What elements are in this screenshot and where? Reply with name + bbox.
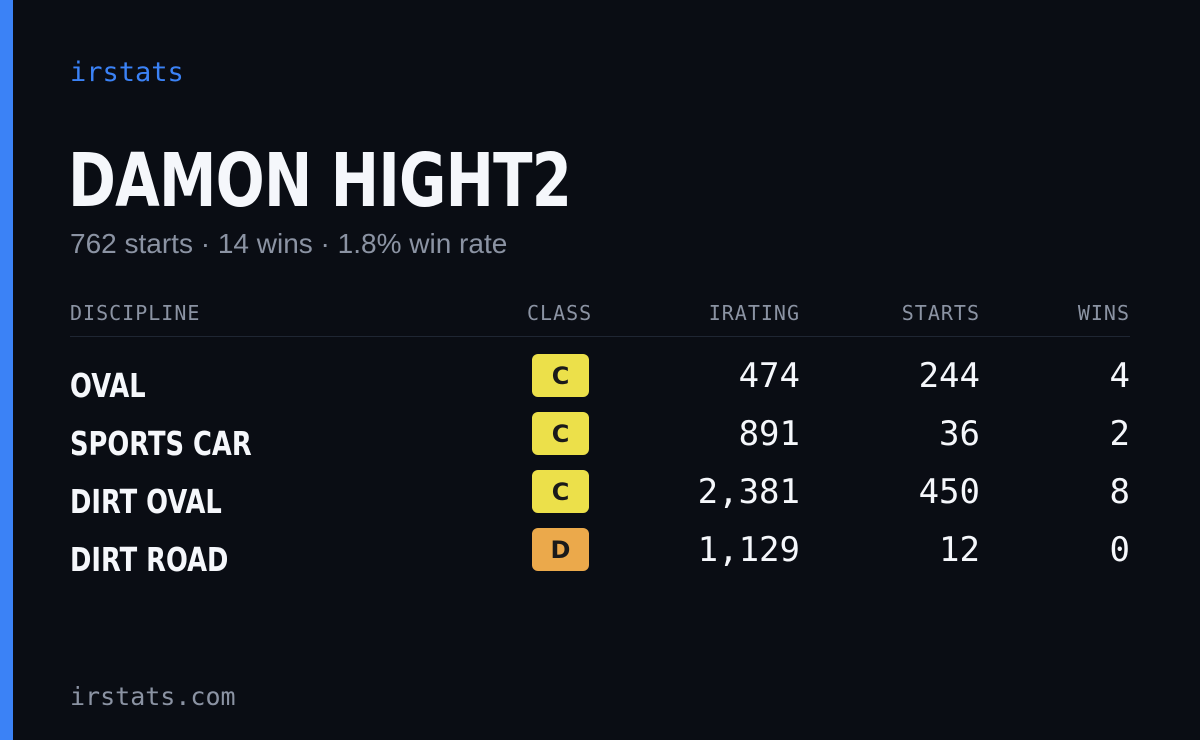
accent-bar bbox=[0, 0, 13, 740]
table-body: OVAL C 474 244 4 SPORTS CAR C 891 36 2 D… bbox=[70, 354, 1130, 586]
header-starts: STARTS bbox=[901, 301, 980, 325]
wins-value: 0 bbox=[1109, 530, 1130, 570]
irating-value: 2,381 bbox=[697, 472, 800, 512]
driver-name: DAMON HIGHT2 bbox=[68, 138, 572, 224]
irating-value: 1,129 bbox=[697, 530, 800, 570]
table-row: OVAL C 474 244 4 bbox=[70, 354, 1130, 412]
discipline-name: SPORTS CAR bbox=[70, 424, 252, 463]
wins-value: 2 bbox=[1109, 414, 1130, 454]
class-badge: C bbox=[532, 354, 589, 397]
header-class: CLASS bbox=[527, 301, 593, 325]
table-row: SPORTS CAR C 891 36 2 bbox=[70, 412, 1130, 470]
starts-value: 36 bbox=[939, 414, 980, 454]
discipline-name: DIRT OVAL bbox=[70, 482, 222, 521]
starts-value: 244 bbox=[918, 356, 980, 396]
class-badge: D bbox=[532, 528, 589, 571]
driver-summary: 762 starts · 14 wins · 1.8% win rate bbox=[70, 228, 508, 259]
discipline-name: DIRT ROAD bbox=[70, 540, 229, 579]
footer-url[interactable]: irstats.com bbox=[70, 682, 236, 711]
irating-value: 474 bbox=[738, 356, 800, 396]
starts-value: 12 bbox=[939, 530, 980, 570]
table-header: DISCIPLINE CLASS IRATING STARTS WINS bbox=[70, 296, 1130, 337]
header-irating: IRATING bbox=[708, 301, 800, 325]
starts-value: 450 bbox=[918, 472, 980, 512]
wins-value: 8 bbox=[1109, 472, 1130, 512]
class-badge: C bbox=[532, 412, 589, 455]
wins-value: 4 bbox=[1109, 356, 1130, 396]
irating-value: 891 bbox=[738, 414, 800, 454]
class-badge: C bbox=[532, 470, 589, 513]
header-wins: WINS bbox=[1077, 301, 1130, 325]
header-discipline: DISCIPLINE bbox=[70, 301, 201, 325]
discipline-table: DISCIPLINE CLASS IRATING STARTS WINS OVA… bbox=[70, 296, 1130, 586]
brand-logo-text: irstats bbox=[70, 57, 184, 88]
table-row: DIRT OVAL C 2,381 450 8 bbox=[70, 470, 1130, 528]
table-row: DIRT ROAD D 1,129 12 0 bbox=[70, 528, 1130, 586]
discipline-name: OVAL bbox=[70, 366, 146, 405]
